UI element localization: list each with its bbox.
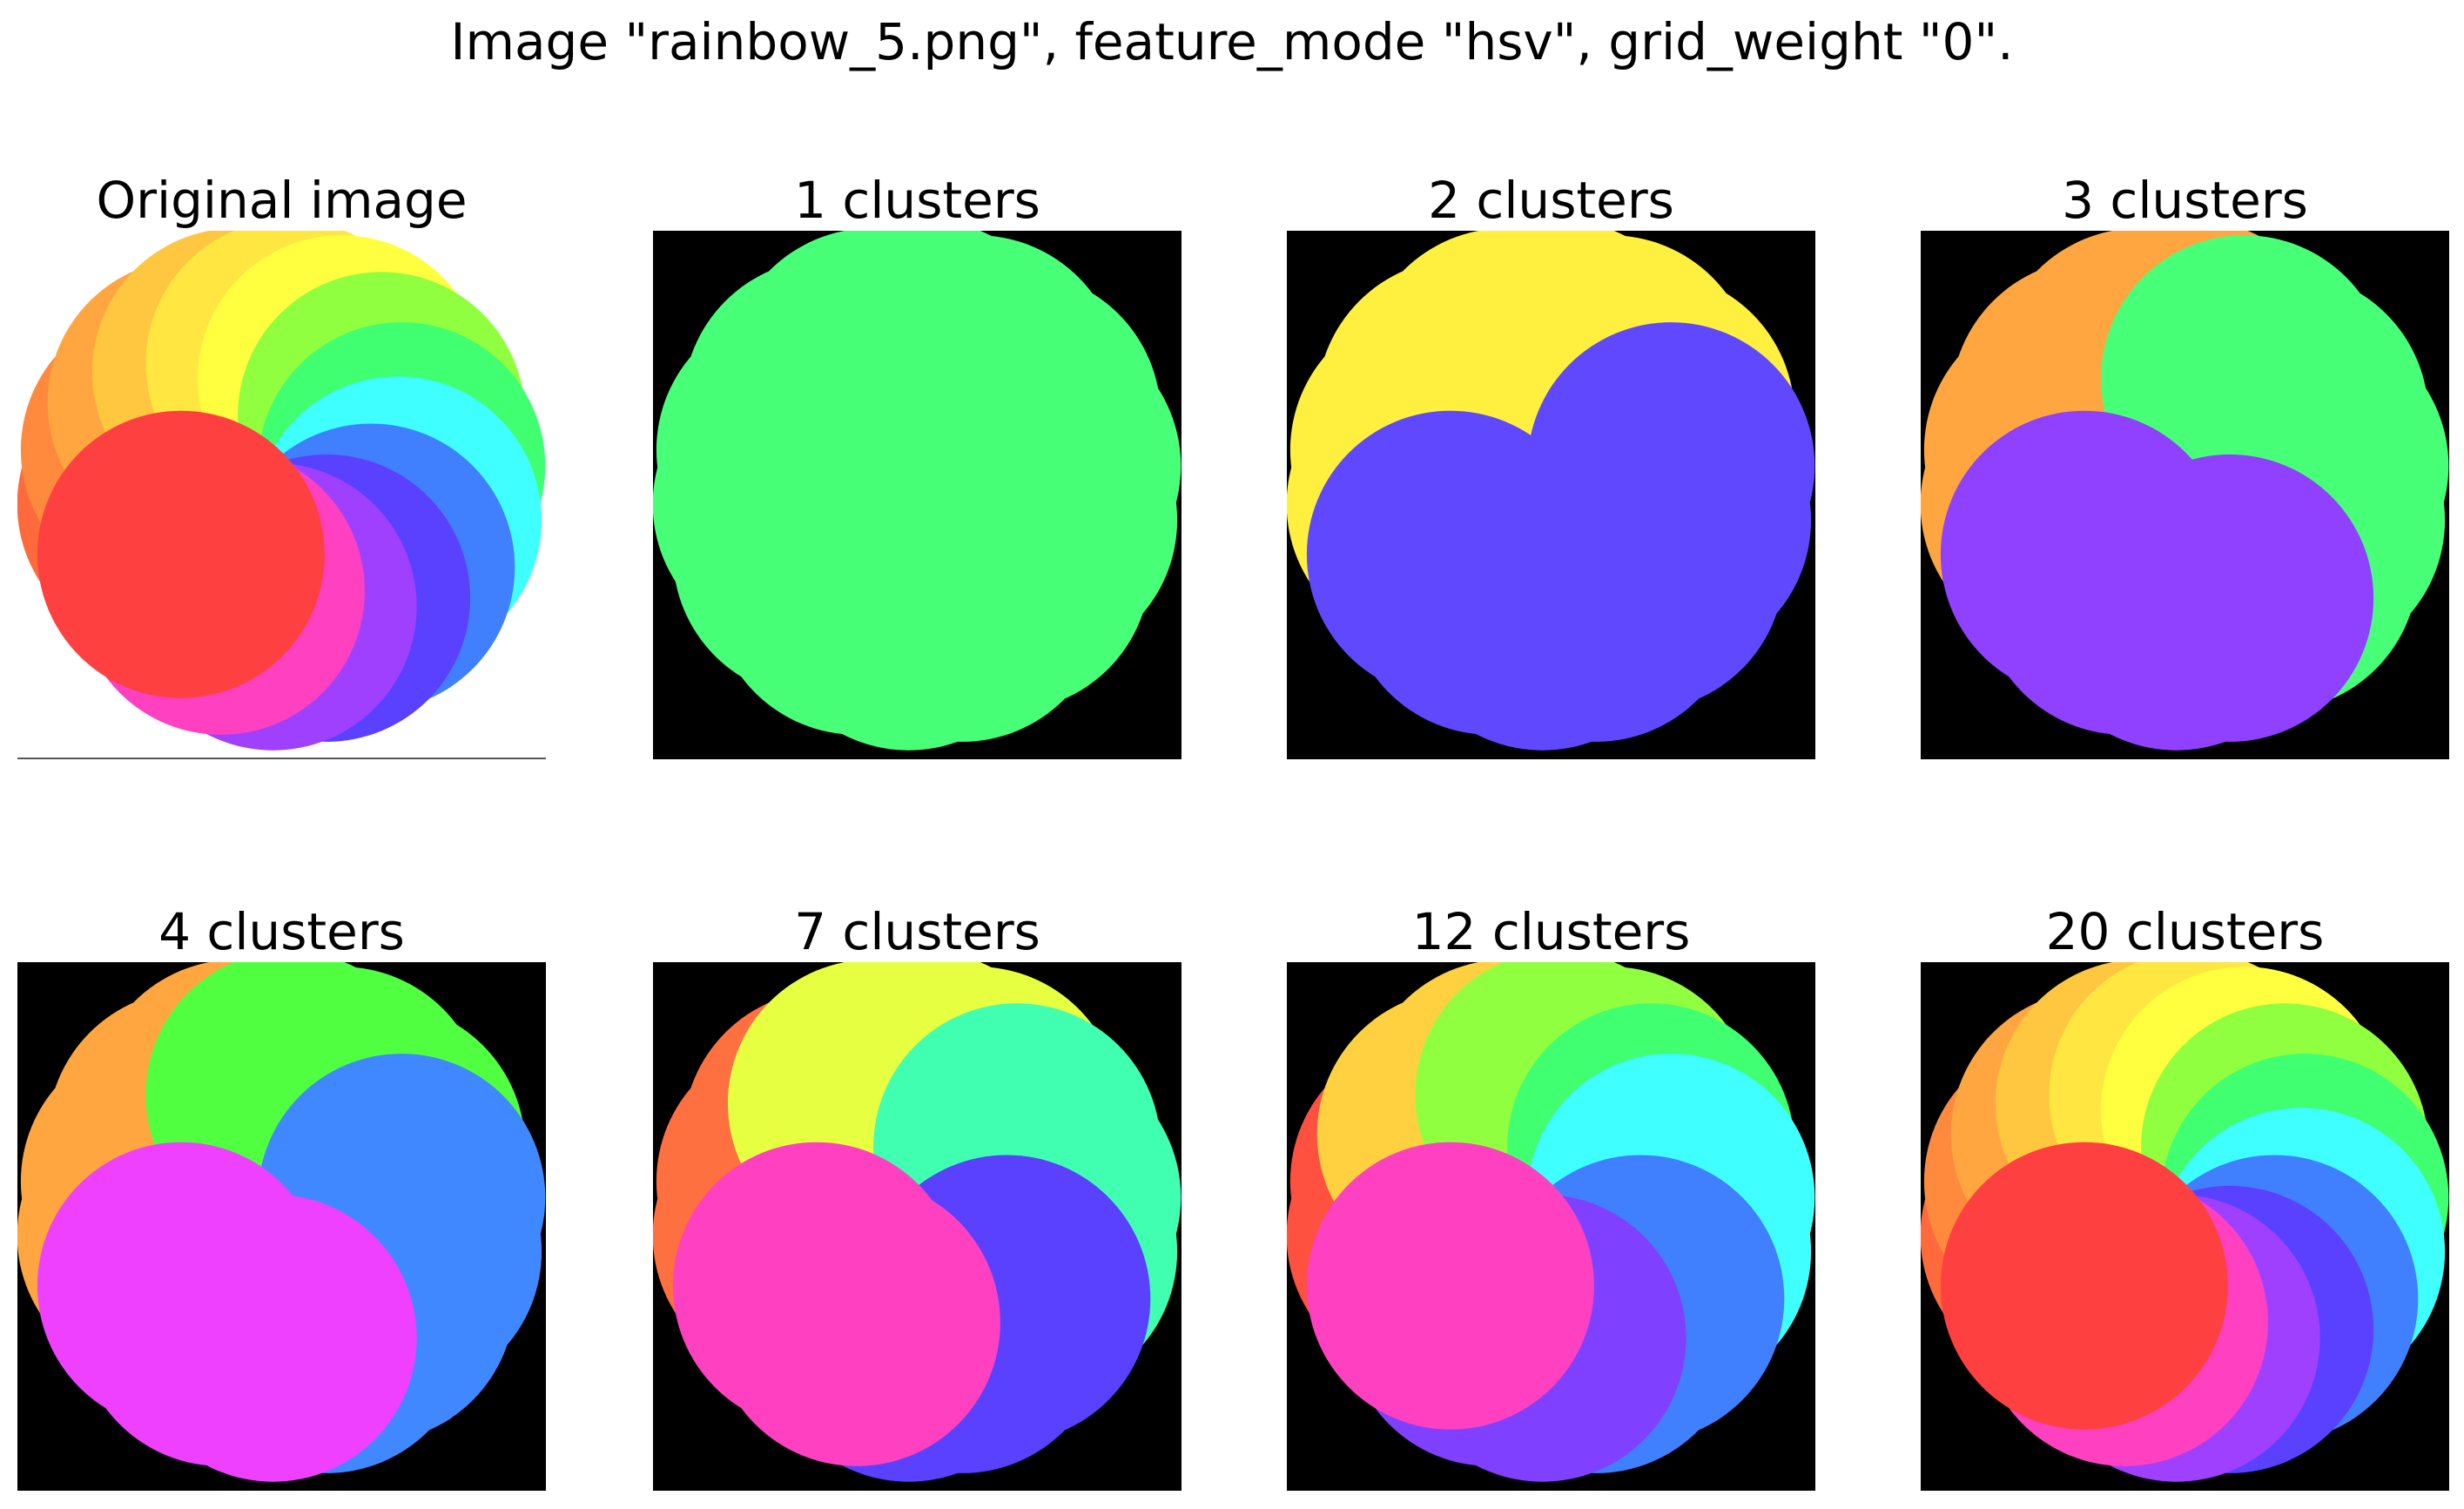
panel-image — [1287, 962, 1815, 1491]
image-canvas — [17, 962, 546, 1491]
panel-title: 7 clusters — [794, 902, 1040, 961]
panel-image — [1287, 231, 1815, 759]
color-disk — [672, 410, 960, 698]
image-canvas — [653, 962, 1182, 1491]
color-disk — [1940, 410, 2228, 698]
image-canvas — [1287, 962, 1815, 1491]
image-canvas — [17, 231, 546, 759]
panel-title: 20 clusters — [2045, 902, 2325, 961]
image-canvas — [1921, 231, 2449, 759]
panel-image — [1921, 231, 2449, 759]
panel-image — [17, 962, 546, 1491]
color-disk — [1306, 410, 1594, 698]
figure-title: Image "rainbow_5.png", feature_mode "hsv… — [450, 12, 2014, 71]
panel-title: 12 clusters — [1411, 902, 1691, 961]
color-disk — [672, 1142, 960, 1430]
color-disk — [37, 1142, 325, 1430]
image-canvas — [1921, 962, 2449, 1491]
image-canvas — [653, 231, 1182, 759]
panel-image — [1921, 962, 2449, 1491]
panel-title: 4 clusters — [158, 902, 405, 961]
image-canvas — [1287, 231, 1815, 759]
panel-image — [653, 962, 1182, 1491]
color-disk — [1306, 1142, 1594, 1430]
color-disk — [1940, 1142, 2228, 1430]
panel-image — [653, 231, 1182, 759]
panel-title: Original image — [96, 171, 468, 230]
panel-title: 1 clusters — [794, 171, 1040, 230]
panel-image — [17, 231, 546, 759]
panel-title: 2 clusters — [1428, 171, 1674, 230]
panel-title: 3 clusters — [2062, 171, 2308, 230]
color-disk — [37, 410, 325, 698]
